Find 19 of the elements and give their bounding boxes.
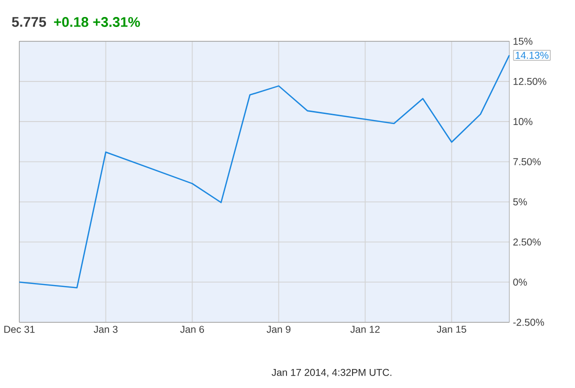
- chart-subtitle: +0.18 +3.31%: [54, 17, 140, 27]
- x-tick-label: Jan 9: [266, 326, 290, 333]
- y-tick-label: 7.50%: [513, 158, 541, 166]
- y-tick-label: -2.50%: [513, 318, 544, 326]
- y-tick-label: 15%: [514, 38, 532, 45]
- y-tick-label: 0%: [513, 278, 527, 286]
- line-series: [18, 54, 510, 288]
- annotation: 14.13%: [516, 52, 548, 59]
- chart-title: 5.775: [12, 17, 46, 27]
- x-tick-label: Jan 6: [180, 326, 204, 333]
- x-tick-label: Jan 3: [94, 326, 118, 333]
- x-tick-label: Jan 12: [350, 326, 380, 333]
- x-tick-label: Jan 15: [436, 326, 466, 333]
- y-tick-label: 2.50%: [513, 238, 541, 246]
- x-tick-label: Dec 31: [4, 326, 35, 333]
- y-tick-label: 10%: [514, 118, 532, 126]
- y-tick-label: 5%: [513, 198, 527, 206]
- text: Jan 17 2014, 4:32PM UTC.: [272, 368, 392, 378]
- y-tick-label: 12.50%: [514, 78, 546, 85]
